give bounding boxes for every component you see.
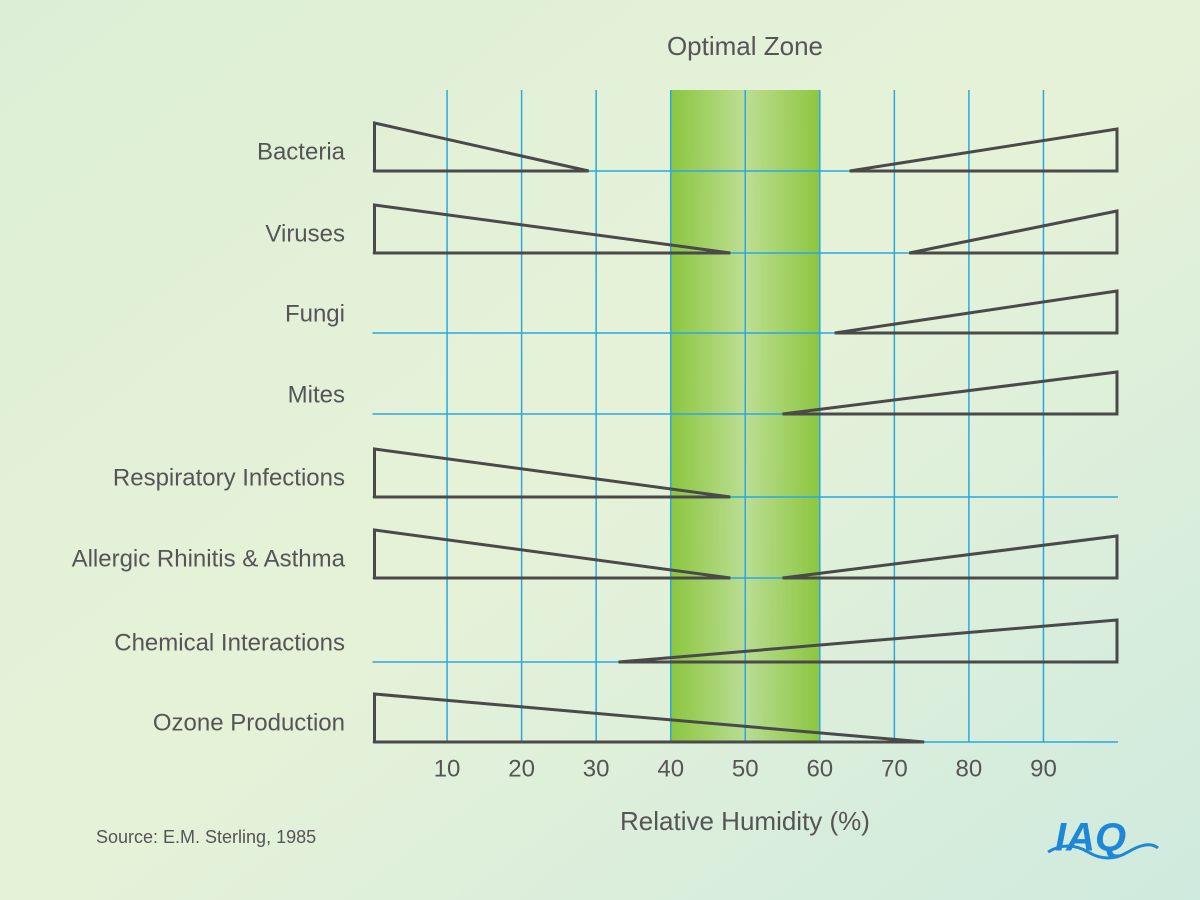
x-tick-label: 70 <box>881 755 908 782</box>
category-label: Viruses <box>265 220 345 247</box>
category-label: Ozone Production <box>153 709 345 736</box>
x-tick-label: 20 <box>508 755 535 782</box>
low-humidity-wedge <box>373 121 590 173</box>
source: Source: E.M. Sterling, 1985 <box>96 827 316 847</box>
chart-title: Optimal Zone <box>667 31 823 61</box>
high-humidity-wedge <box>782 370 1119 416</box>
x-tick-label: 30 <box>583 755 610 782</box>
x-axis-label: Relative Humidity (%) <box>620 806 870 836</box>
x-tick-label: 40 <box>657 755 684 782</box>
high-humidity-wedge <box>849 127 1119 173</box>
category-label: Bacteria <box>257 138 346 165</box>
category-label: Allergic Rhinitis & Asthma <box>72 545 346 572</box>
logo-wave <box>1047 843 1159 860</box>
category-label: Fungi <box>285 300 345 327</box>
category-label: Respiratory Infections <box>113 464 345 491</box>
category-label: Mites <box>288 381 345 408</box>
low-humidity-wedge <box>373 203 731 255</box>
x-tick-label: 80 <box>956 755 983 782</box>
low-humidity-wedge <box>373 692 925 744</box>
x-tick-label: 10 <box>434 755 461 782</box>
high-humidity-wedge <box>782 534 1119 580</box>
category-label: Chemical Interactions <box>114 629 345 656</box>
high-humidity-wedge <box>908 209 1119 255</box>
x-tick-label: 90 <box>1030 755 1057 782</box>
x-tick-label: 50 <box>732 755 759 782</box>
high-humidity-wedge <box>834 289 1119 335</box>
low-humidity-wedge <box>373 447 731 499</box>
high-humidity-wedge <box>618 618 1119 664</box>
low-humidity-wedge <box>373 528 731 580</box>
x-tick-label: 60 <box>806 755 833 782</box>
